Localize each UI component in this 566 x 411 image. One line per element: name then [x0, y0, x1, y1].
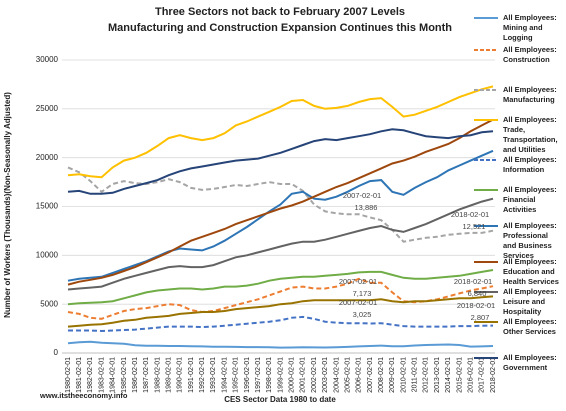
legend-entry: All Employees: Financial Activities	[474, 185, 557, 214]
legend-entry: All Employees: Mining and Logging	[474, 13, 557, 42]
annotation: 2007-02-01	[339, 277, 377, 286]
x-tick-label: 1983-02-01	[98, 357, 105, 393]
x-tick-label: 1991-02-01	[188, 357, 195, 393]
x-tick-label: 2003-02-01	[322, 357, 329, 393]
legend-label: All Employees: Leisure and Hospitality	[503, 287, 557, 316]
x-tick-label: 2002-02-01	[311, 357, 318, 393]
legend-label: All Employees: Mining and Logging	[503, 13, 557, 42]
x-tick-label: 2015-02-01	[456, 357, 463, 393]
annotation: 2007-02-01	[343, 191, 381, 200]
annotation: 7,173	[353, 289, 372, 298]
x-tick-label: 1987-02-01	[143, 357, 150, 393]
chart-subtitle: Manufacturing and Construction Expansion…	[108, 22, 452, 34]
annotation: 6,840	[468, 289, 487, 298]
y-tick-label: 30000	[36, 55, 59, 64]
legend-entry: All Employees: Professional and Business Se…	[474, 221, 557, 260]
x-tick-label: 1996-02-01	[244, 357, 251, 393]
series-line	[67, 295, 494, 328]
legend-label: All Employees: Trade, Transportation, and U…	[503, 115, 558, 154]
x-tick-label: 1998-02-01	[266, 357, 273, 393]
x-tick-label: 2012-02-01	[423, 357, 430, 393]
y-tick-label: 20000	[36, 153, 59, 162]
y-axis-label: Number of Workers (Thousands)(Non-Season…	[3, 92, 12, 318]
x-tick-label: 2005-02-01	[344, 357, 351, 393]
series-line	[68, 315, 494, 333]
x-tick-label: 1993-02-01	[210, 357, 217, 393]
x-tick-label: 1980-02-01	[65, 357, 72, 393]
annotation: 2,807	[471, 313, 490, 322]
x-tick-label: 2001-02-01	[300, 357, 307, 393]
series-line	[67, 85, 494, 179]
x-tick-label: 1989-02-01	[166, 357, 173, 393]
legend-label: All Employees: Manufacturing	[503, 85, 557, 104]
x-axis-label: CES Sector Data 1980 to date	[224, 395, 336, 404]
series-line	[67, 149, 494, 282]
legend-entry: All Employees: Education and Health Servic…	[474, 257, 559, 286]
x-tick-label: 2010-02-01	[400, 357, 407, 393]
x-tick-label: 1982-02-01	[87, 357, 94, 393]
series-line	[67, 277, 494, 320]
x-tick-label: 1994-02-01	[221, 357, 228, 393]
x-tick-label: 2011-02-01	[412, 357, 419, 392]
x-tick-label: 2007-02-01	[367, 357, 374, 393]
x-tick-label: 1999-02-01	[277, 357, 284, 393]
legend-entry: All Employees: Trade, Transportation, and U…	[474, 115, 558, 154]
x-tick-label: 2018-02-01	[490, 357, 497, 393]
y-tick-label: 25000	[36, 104, 59, 113]
x-tick-label: 2017-02-01	[479, 357, 486, 393]
series-line	[67, 118, 494, 286]
annotation: 12,521	[463, 222, 486, 231]
chart-title: Three Sectors not back to February 2007 …	[155, 6, 405, 18]
legend-entry: All Employees: Government	[474, 353, 557, 372]
annotation: 13,886	[355, 203, 378, 212]
legend-entry: All Employees: Information	[474, 155, 557, 174]
x-tick-label: 2014-02-01	[445, 357, 452, 393]
x-tick-label: 2013-02-01	[434, 357, 441, 393]
legend-label: All Employees: Financial Activities	[503, 185, 557, 214]
annotation: 2007-02-01	[339, 298, 377, 307]
x-tick-label: 1985-02-01	[121, 357, 128, 393]
legend-entry: All Employees: Leisure and Hospitality	[474, 287, 557, 316]
x-tick-label: 2006-02-01	[356, 357, 363, 393]
annotation: 2018-02-01	[451, 210, 489, 219]
y-tick-label: 10000	[36, 250, 59, 259]
x-tick-label: 1984-02-01	[110, 357, 117, 393]
x-tick-label: 2004-02-01	[333, 357, 340, 393]
x-tick-label: 1992-02-01	[199, 357, 206, 393]
legend-label: All Employees: Construction	[503, 45, 557, 64]
series-line	[67, 269, 494, 306]
annotation: 2018-02-01	[457, 301, 495, 310]
y-tick-label: 5000	[40, 299, 58, 308]
legend-entry: All Employees: Construction	[474, 45, 557, 64]
y-tick-label: 15000	[36, 202, 59, 211]
source: www.itstheeconomy.info	[39, 391, 128, 400]
x-tick-label: 2016-02-01	[467, 357, 474, 393]
x-tick-label: 1995-02-01	[233, 357, 240, 393]
legend-entry: All Employees: Other Services	[474, 317, 557, 336]
x-tick-label: 2000-02-01	[289, 357, 296, 393]
annotation: 2018-02-01	[454, 277, 492, 286]
series-line	[67, 166, 494, 243]
legend-label: All Employees: Other Services	[503, 317, 557, 336]
x-tick-label: 2008-02-01	[378, 357, 385, 393]
x-tick-label: 1981-02-01	[76, 357, 83, 393]
x-tick-label: 1990-02-01	[177, 357, 184, 393]
x-tick-label: 1997-02-01	[255, 357, 262, 393]
series-line	[67, 197, 494, 291]
legend-label: All Employees: Professional and Business Se…	[503, 221, 557, 260]
x-tick-label: 1986-02-01	[132, 357, 139, 393]
x-tick-label: 1988-02-01	[154, 357, 161, 393]
series-line	[67, 128, 494, 195]
x-tick-label: 2009-02-01	[389, 357, 396, 393]
legend-label: All Employees: Government	[503, 353, 557, 372]
series-line	[67, 340, 494, 349]
annotation: 3,025	[353, 310, 372, 319]
y-tick-label: 0	[54, 348, 59, 357]
legend-label: All Employees: Education and Health Servic…	[503, 257, 559, 286]
legend-label: All Employees: Information	[503, 155, 557, 174]
legend-entry: All Employees: Manufacturing	[474, 85, 557, 104]
